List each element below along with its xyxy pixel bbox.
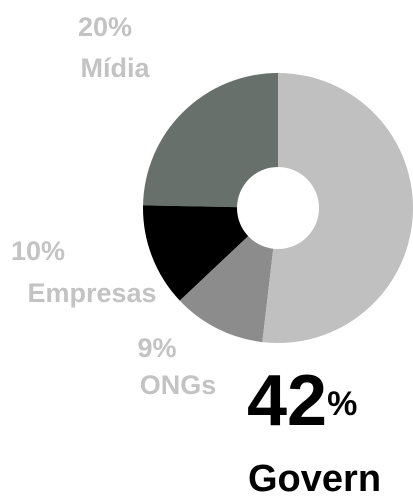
value-label: 20%: [78, 12, 132, 42]
slice: [143, 73, 278, 208]
category-label: ONGs: [140, 370, 217, 400]
category-label: Govern: [248, 458, 381, 500]
category-label: Empresas: [27, 278, 156, 308]
slice: [262, 73, 413, 344]
donut-hole: [237, 167, 319, 249]
category-label: Mídia: [80, 53, 150, 83]
value-label: 10%: [11, 236, 65, 266]
slice: [179, 208, 278, 343]
value-label: 42%: [247, 361, 357, 441]
value-label: 9%: [137, 333, 176, 363]
